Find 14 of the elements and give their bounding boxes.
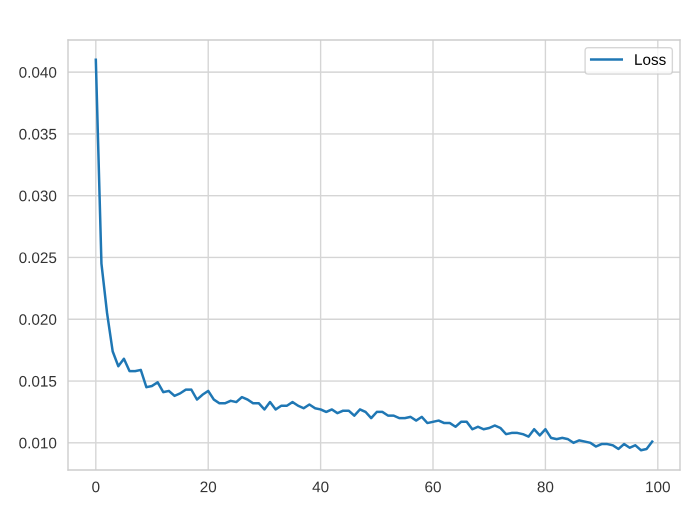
x-tick-label: 0 (92, 482, 100, 492)
y-tick-label: 0.015 (19, 376, 56, 387)
y-tick-label: 0.035 (19, 128, 56, 140)
y-tick-label: 0.010 (19, 438, 56, 448)
x-tick-label: 20 (200, 482, 216, 492)
x-tick-label: 60 (425, 482, 441, 492)
y-tick-label: 0.025 (19, 252, 56, 264)
x-tick-label: 100 (646, 482, 670, 492)
legend-label: Loss (635, 54, 666, 65)
x-tick-label: 80 (538, 482, 554, 492)
y-tick-label: 0.030 (19, 190, 56, 202)
y-tick-label: 0.020 (19, 314, 56, 325)
y-tick-label: 0.040 (19, 66, 56, 78)
x-tick-label: 40 (312, 482, 329, 492)
